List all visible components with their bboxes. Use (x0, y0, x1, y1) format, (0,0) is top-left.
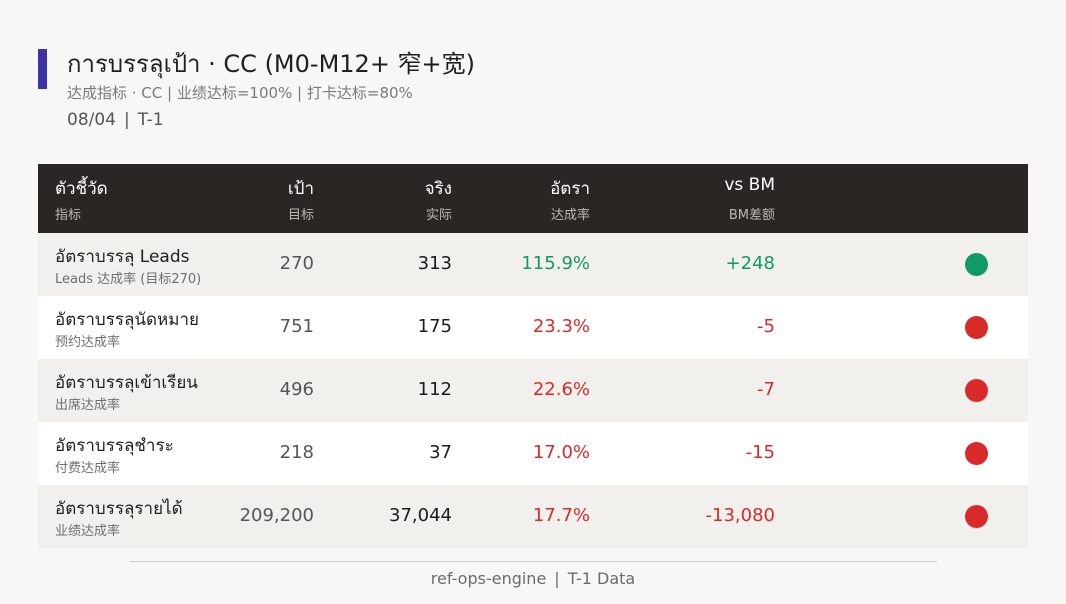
target-value: 751 (279, 316, 314, 337)
metric-subname: 预约达成率 (55, 335, 121, 350)
report-period: T-1 (137, 110, 164, 130)
metric-name: อัตราบรรลุเข้าเรียน (55, 373, 198, 393)
rate-value: 23.3% (532, 316, 590, 337)
rate-value: 17.0% (532, 442, 590, 463)
col-subheader-vs-bm: BM差额 (728, 208, 775, 223)
target-value: 496 (279, 379, 314, 400)
table-row: อัตราบรรลุเข้าเรียน 出席达成率 496 112 22.6% … (38, 359, 1028, 422)
actual-value: 112 (417, 379, 452, 400)
status-dot-green (965, 253, 988, 276)
footer-separator: | (554, 569, 560, 588)
table-row: อัตราบรรลุ Leads Leads 达成率 (目标270) 270 3… (38, 233, 1028, 296)
col-header-rate: อัตรา (550, 179, 590, 199)
status-dot-red (965, 379, 988, 402)
rate-value: 115.9% (521, 253, 590, 274)
col-subheader-actual: 实际 (425, 208, 452, 223)
metric-subname: 出席达成率 (55, 398, 121, 413)
col-header-actual: จริง (424, 179, 452, 199)
col-header-target: เป้า (287, 179, 314, 199)
page-title: การบรรลุเป้า · CC (M0-M12+ 窄+宽) (67, 50, 476, 78)
table-row: อัตราบรรลุรายได้ 业绩达成率 209,200 37,044 17… (38, 485, 1028, 548)
metric-subname: 付费达成率 (55, 461, 121, 476)
actual-value: 37,044 (389, 505, 452, 526)
kpi-table: ตัวชี้วัด 指标 เป้า 目标 จริง 实际 อัตรา 达成率 v… (38, 164, 1028, 548)
metric-name: อัตราบรรลุนัดหมาย (55, 310, 199, 330)
rate-value: 22.6% (532, 379, 590, 400)
metric-subname: 业绩达成率 (55, 524, 121, 539)
col-header-vs-bm: vs BM (724, 175, 775, 195)
footer-source: ref-ops-engine (430, 569, 547, 588)
bm-diff-value: -13,080 (705, 505, 775, 526)
target-value: 218 (279, 442, 314, 463)
status-dot-red (965, 442, 988, 465)
footer: ref-ops-engine | T-1 Data (0, 569, 1066, 588)
rate-value: 17.7% (532, 505, 590, 526)
table-row: อัตราบรรลุชำระ 付费达成率 218 37 17.0% -15 (38, 422, 1028, 485)
target-value: 270 (279, 253, 314, 274)
bm-diff-value: -15 (745, 442, 775, 463)
actual-value: 37 (429, 442, 452, 463)
status-dot-red (965, 316, 988, 339)
date-separator: | (124, 110, 130, 130)
actual-value: 313 (417, 253, 452, 274)
col-header-metric: ตัวชี้วัด (55, 179, 108, 199)
bm-diff-value: -7 (757, 379, 775, 400)
table-row: อัตราบรรลุนัดหมาย 预约达成率 751 175 23.3% -5 (38, 296, 1028, 359)
metric-name: อัตราบรรลุชำระ (55, 436, 174, 456)
col-subheader-target: 目标 (287, 208, 314, 223)
actual-value: 175 (417, 316, 452, 337)
footer-note: T-1 Data (567, 569, 636, 588)
bm-diff-value: -5 (757, 316, 775, 337)
page-subtitle: 达成指标 · CC | 业绩达标=100% | 打卡达标=80% (67, 84, 413, 102)
status-dot-red (965, 505, 988, 528)
footer-divider (130, 561, 937, 562)
col-subheader-rate: 达成率 (550, 208, 590, 223)
title-accent-bar (38, 49, 47, 89)
bm-diff-value: +248 (725, 253, 775, 274)
date-line: 08/04 | T-1 (67, 110, 164, 130)
metric-name: อัตราบรรลุรายได้ (55, 499, 183, 519)
target-value: 209,200 (239, 505, 314, 526)
report-date: 08/04 (67, 110, 116, 130)
metric-name: อัตราบรรลุ Leads (55, 247, 190, 267)
col-subheader-metric: 指标 (55, 208, 82, 223)
metric-subname: Leads 达成率 (目标270) (55, 272, 202, 287)
table-header: ตัวชี้วัด 指标 เป้า 目标 จริง 实际 อัตรา 达成率 v… (38, 164, 1028, 233)
